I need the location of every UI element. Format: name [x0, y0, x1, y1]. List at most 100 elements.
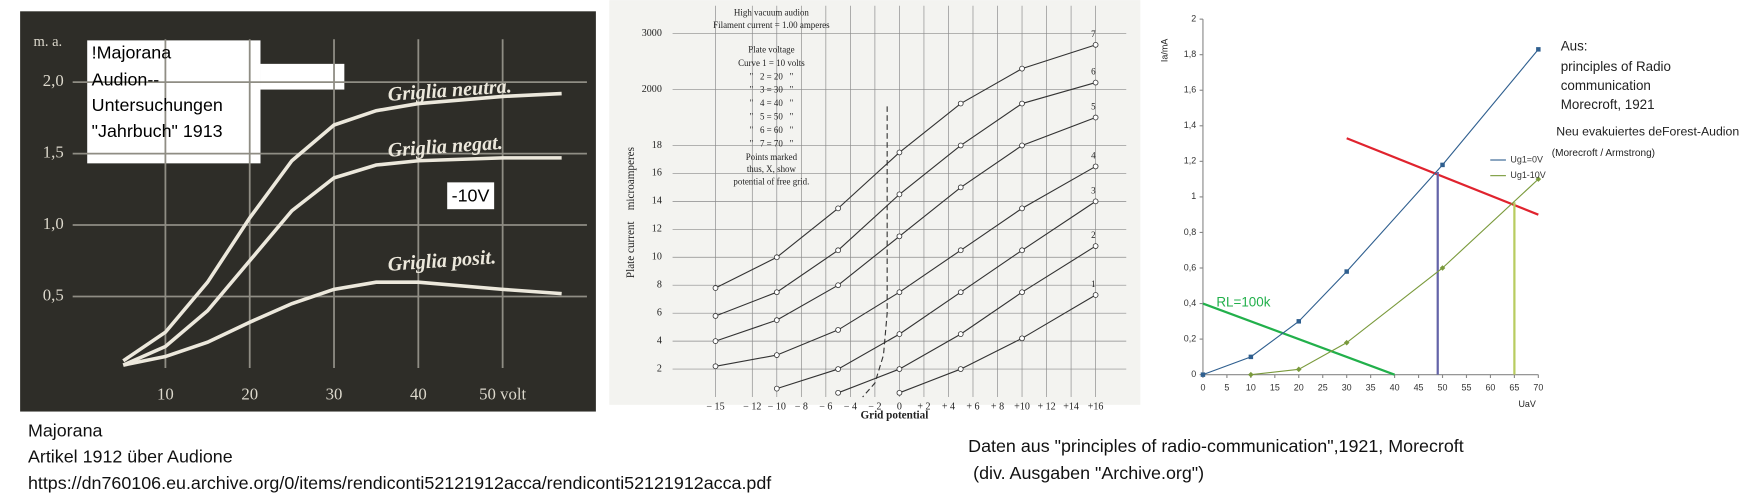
marker: [1092, 41, 1099, 48]
x-tick-label: − 10: [768, 401, 786, 412]
x-tick-label: − 15: [706, 401, 724, 412]
annotation: " 5 = 50 ": [750, 112, 794, 122]
x-tick-label: 5: [1224, 382, 1229, 392]
series-label: 5: [1091, 102, 1096, 112]
marker: [1092, 292, 1099, 298]
x-tick-label: 30: [326, 385, 343, 404]
annotation: thus, X, show: [747, 164, 797, 174]
marker: [1092, 198, 1099, 205]
x-tick-label: − 6: [819, 401, 832, 412]
x-tick-label: 60: [1485, 382, 1495, 392]
x-tick-label: +10: [1014, 401, 1030, 412]
annotation: RL=100k: [1216, 295, 1270, 310]
annotation: " 4 = 40 ": [750, 98, 794, 108]
annotation: " 6 = 60 ": [750, 125, 794, 135]
y-tick-label: 0,2: [1184, 333, 1196, 343]
x-tick-label: 0: [897, 401, 902, 412]
caption: (div. Ausgaben "Archive.org"): [968, 463, 1204, 483]
y-axis-label: Ia/mA: [1159, 39, 1169, 62]
marker: [896, 233, 903, 240]
series-label: 2: [1091, 230, 1095, 240]
x-tick-label: 15: [1270, 382, 1280, 392]
caption: Daten aus "principles of radio-communica…: [968, 436, 1464, 456]
annotation: principles of Radio: [1561, 59, 1671, 74]
marker: [1019, 335, 1025, 342]
x-tick-label: + 12: [1037, 401, 1055, 412]
free-grid-line: [862, 106, 888, 398]
marker: [1019, 205, 1025, 212]
annotation: Points marked: [746, 152, 798, 162]
y-tick-label: 2: [657, 363, 662, 374]
marker: [957, 331, 964, 337]
reference-line: [1346, 137, 1539, 216]
marker: [1019, 65, 1025, 72]
series-label: 3: [1091, 185, 1096, 195]
x-tick-label: +16: [1088, 401, 1104, 412]
y-tick-label: 8: [657, 280, 662, 291]
marker: [1248, 371, 1254, 378]
annotation: (Morecroft / Armstrong): [1552, 148, 1655, 159]
annotation: High vacuum audion: [734, 8, 809, 18]
series-line: [776, 200, 1096, 390]
note-box: [260, 63, 345, 90]
annotation: " 2 = 20 ": [750, 71, 794, 81]
caption: Majorana: [28, 420, 103, 440]
x-tick-label: − 2: [868, 401, 881, 412]
y-tick-label: 1: [1191, 191, 1196, 201]
series-line: [1202, 48, 1539, 376]
series-label: 1: [1091, 279, 1095, 289]
x-tick-label: − 12: [743, 401, 761, 412]
y-tick-label: 14: [652, 196, 662, 207]
x-tick-label: 40: [410, 385, 427, 404]
annotation: " 3 = 30 ": [750, 85, 794, 95]
y-tick-label: 1,4: [1184, 120, 1196, 130]
x-tick-label: 20: [241, 385, 258, 404]
annotation: Audion--: [92, 69, 160, 89]
x-tick-label: 65: [1509, 382, 1519, 392]
y-tick-label: 18: [652, 140, 662, 151]
x-tick-label: 40: [1390, 382, 1400, 392]
marker: [1344, 269, 1349, 274]
marker: [1295, 366, 1302, 373]
marker: [1092, 79, 1099, 86]
marker: [1200, 372, 1206, 377]
y-tick-label: 1,8: [1184, 49, 1196, 59]
reference-line: [1202, 302, 1395, 376]
marker: [773, 317, 780, 324]
marker: [1343, 339, 1350, 346]
y-tick-label: 1,5: [43, 142, 64, 161]
marker: [835, 366, 841, 372]
marker: [957, 100, 964, 107]
marker: [1092, 163, 1099, 170]
series-line: [899, 294, 1096, 394]
y-tick-label: 12: [652, 224, 662, 235]
y-tick-label: 0,8: [1184, 227, 1196, 237]
x-tick-label: 70: [1533, 382, 1543, 392]
marker: [773, 352, 780, 358]
y-tick-label: 10: [652, 252, 662, 263]
marker: [957, 142, 964, 149]
annotation: "Jahrbuch" 1913: [92, 121, 223, 141]
x-tick-label: 10: [1246, 382, 1256, 392]
marker: [712, 285, 719, 291]
series-line: [122, 91, 562, 363]
note-box: [447, 182, 495, 210]
marker: [712, 338, 719, 344]
annotation: Untersuchungen: [92, 95, 223, 115]
y-tick-label: 1,6: [1184, 85, 1196, 95]
annotation: communication: [1561, 78, 1651, 93]
marker: [835, 327, 841, 333]
marker: [957, 184, 964, 191]
y-tick-label: 4: [657, 335, 662, 346]
x-axis-label: UaV: [1518, 399, 1535, 409]
marker: [712, 363, 719, 370]
marker: [712, 313, 719, 319]
x-tick-label: + 8: [991, 401, 1004, 412]
marker: [1535, 176, 1542, 182]
x-tick-label: 10: [157, 385, 174, 404]
legend-label: Ug1-10V: [1510, 170, 1545, 180]
marker: [1248, 354, 1254, 360]
x-tick-label: 50 volt: [479, 385, 526, 404]
marker: [1092, 243, 1099, 249]
